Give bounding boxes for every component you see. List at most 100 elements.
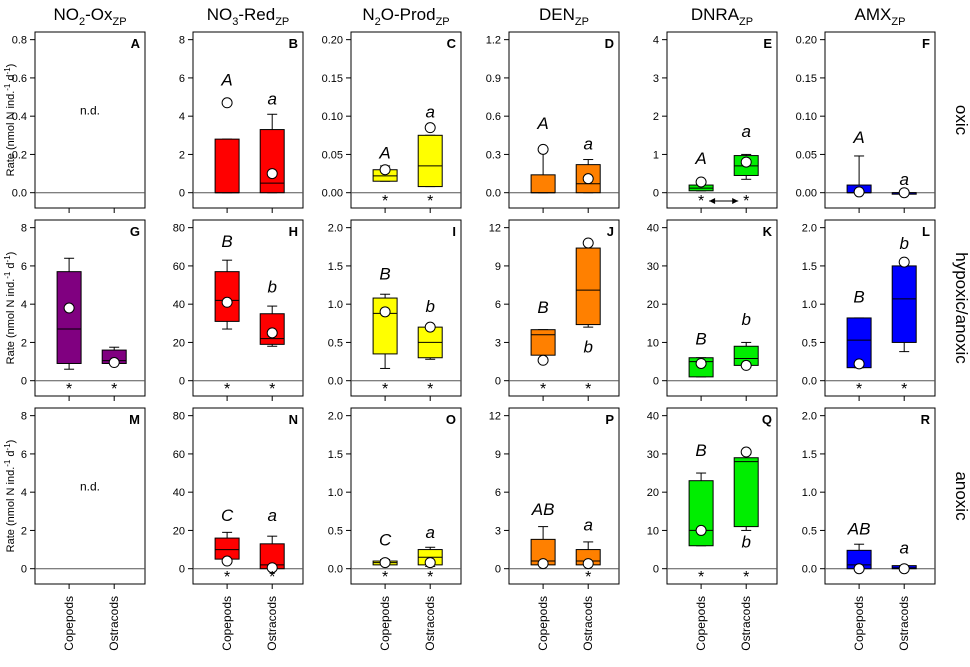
- y-tick-label: 0.0: [486, 188, 501, 200]
- y-tick-label: 20: [647, 299, 659, 311]
- mean-marker: [221, 555, 233, 567]
- significance-star: *: [698, 193, 704, 210]
- column-title-subscript: ZP: [575, 16, 589, 28]
- y-tick-label: 2: [21, 525, 27, 537]
- panel-id-label: N: [289, 412, 298, 427]
- box-ostracods: a: [417, 523, 443, 569]
- y-tick-label: 60: [173, 261, 185, 273]
- y-tick-label: 4: [653, 35, 659, 47]
- significance-letter: AB: [531, 500, 555, 519]
- box-body: [56, 271, 82, 364]
- box-body: [530, 174, 556, 194]
- panel-id-label: D: [605, 36, 614, 51]
- y-tick-label: 2.0: [802, 223, 817, 235]
- y-tick-label: 30: [647, 261, 659, 273]
- box-ostracods: a: [575, 515, 601, 570]
- significance-letter: B: [379, 265, 390, 284]
- y-tick-label: 80: [173, 411, 185, 423]
- y-axis-label: Rate (nmol N ind.-1 d-1): [3, 440, 17, 553]
- significance-letter: B: [221, 232, 232, 251]
- panel-frame: [192, 219, 304, 397]
- category-label-ostracods: Ostracods: [897, 596, 911, 651]
- panel-frame: [666, 407, 778, 585]
- panel-id-label: B: [289, 36, 298, 51]
- column-title-sub: 2: [79, 16, 85, 28]
- significance-letter: b: [267, 278, 276, 297]
- panel-frame: [508, 31, 620, 209]
- significance-letter: b: [425, 297, 434, 316]
- y-axis-label-sup: -1: [3, 271, 12, 279]
- significance-star: *: [540, 381, 546, 398]
- box-copepods: A: [372, 143, 398, 182]
- box-copepods: B: [530, 298, 556, 366]
- y-tick-label: 0: [653, 188, 659, 200]
- y-axis-label-mid: d: [5, 450, 17, 459]
- column-title-main: NO: [207, 5, 233, 24]
- panel-frame: [192, 31, 304, 209]
- box-ostracods: b: [891, 234, 917, 353]
- box-copepods: AB: [846, 519, 872, 575]
- panel-frame: [666, 31, 778, 209]
- mean-marker: [221, 97, 233, 109]
- box-copepods: B: [846, 288, 872, 370]
- panel-frame: [824, 31, 936, 209]
- y-tick-label: 0: [653, 564, 659, 576]
- y-tick-label: 0.5: [802, 525, 817, 537]
- panel-id-label: K: [763, 224, 773, 239]
- y-tick-label: 3: [495, 337, 501, 349]
- panel-p: 0 3 6 9 12 P AB a * Copepods Ostracods: [489, 407, 620, 651]
- box-copepods: B: [214, 232, 240, 330]
- y-tick-label: 20: [647, 487, 659, 499]
- y-axis-label-sup: -1: [3, 67, 12, 75]
- y-tick-label: 0: [21, 564, 27, 576]
- box-ostracods: a: [259, 506, 285, 574]
- panel-frame: [350, 407, 462, 585]
- box-body: [214, 138, 240, 194]
- mean-marker: [853, 563, 865, 575]
- panel-d: 0.0 0.3 0.6 0.9 1.2 D Aa: [486, 31, 620, 213]
- category-label-ostracods: Ostracods: [265, 596, 279, 651]
- y-tick-label: 8: [179, 35, 185, 47]
- y-tick-label: 0.5: [802, 337, 817, 349]
- box-copepods: [56, 257, 82, 370]
- significance-letter: b: [741, 533, 750, 552]
- y-axis-label-sup: -1: [3, 443, 12, 451]
- y-tick-label: 2.0: [328, 223, 343, 235]
- significance-star: *: [224, 381, 230, 398]
- category-label-copepods: Copepods: [220, 596, 234, 651]
- mean-marker: [853, 186, 865, 198]
- y-tick-label: 0.0: [328, 564, 343, 576]
- not-determined-label: n.d.: [80, 104, 100, 118]
- box-copepods: A: [214, 71, 240, 194]
- mean-marker: [266, 168, 278, 180]
- y-tick-label: 10: [647, 337, 659, 349]
- panel-frame: [666, 219, 778, 397]
- box-copepods: AB: [530, 500, 556, 570]
- y-tick-label: 6: [495, 487, 501, 499]
- y-tick-label: 0: [495, 376, 501, 388]
- panel-id-label: M: [129, 412, 140, 427]
- y-tick-label: 1.0: [328, 299, 343, 311]
- y-tick-label: 2: [179, 149, 185, 161]
- significance-letter: B: [537, 298, 548, 317]
- significance-letter: a: [425, 103, 434, 122]
- box-ostracods: b: [575, 237, 601, 357]
- significance-letter: b: [741, 310, 750, 329]
- significance-star: *: [269, 569, 275, 586]
- significance-star: *: [427, 193, 433, 210]
- panel-g: 0 2 4 6 8 G * *: [21, 219, 146, 401]
- y-axis-label-end: ): [5, 252, 17, 256]
- panel-frame: [34, 31, 146, 209]
- arrowhead-right: [732, 198, 739, 204]
- box-copepods: B: [372, 265, 398, 369]
- significance-star: *: [856, 381, 862, 398]
- column-title-amx: AMXZP: [855, 5, 906, 28]
- significance-star: *: [585, 381, 591, 398]
- significance-letter: a: [267, 90, 276, 109]
- y-tick-label: 40: [173, 487, 185, 499]
- column-title-n2o: N2O-ProdZP: [362, 5, 449, 28]
- column-title-subscript: ZP: [891, 16, 905, 28]
- significance-star: *: [743, 569, 749, 586]
- y-axis-label-main: Rate (nmol N ind.: [5, 279, 17, 365]
